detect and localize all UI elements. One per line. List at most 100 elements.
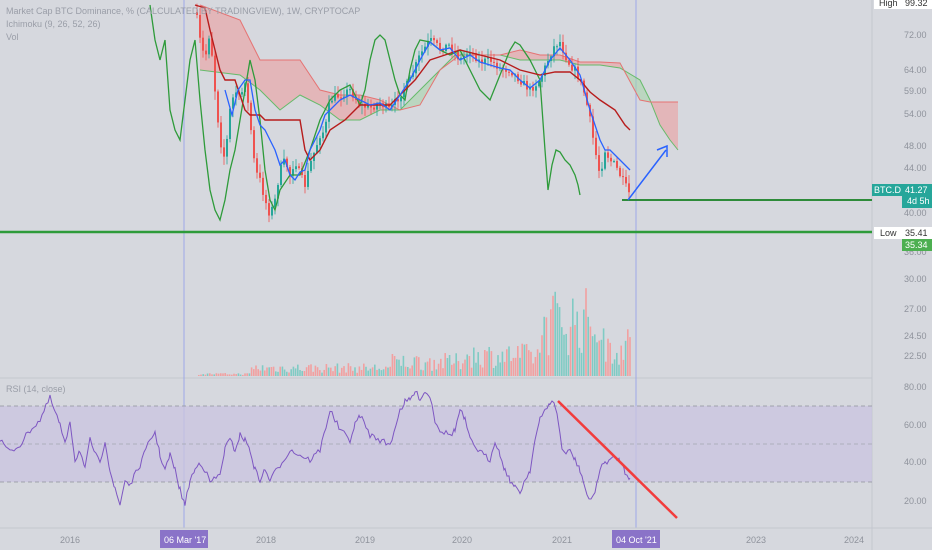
volume-bar (510, 361, 512, 376)
volume-bar (591, 336, 594, 376)
candle-body (247, 83, 249, 103)
candle-body (256, 158, 258, 173)
volume-bar (609, 342, 611, 376)
x-tick-2023: 2023 (746, 535, 766, 545)
projection-arrow-line (627, 149, 667, 201)
volume-bar (429, 358, 431, 376)
base-line (194, 4, 631, 162)
volume-bar (338, 372, 341, 376)
volume-bar (336, 363, 339, 376)
volume-bar (400, 365, 402, 376)
volume-bar (468, 356, 471, 376)
price-tick-label: 36.00 (904, 247, 927, 257)
candle-body (223, 147, 225, 157)
volume-bar (380, 370, 383, 376)
volume-bar (286, 371, 288, 376)
candle-body (466, 54, 468, 56)
candle-body (259, 172, 261, 178)
volume-bar (435, 369, 438, 376)
candle-body (364, 104, 366, 108)
low-value2: 35.34 (905, 240, 928, 250)
candle-body (400, 97, 402, 102)
legend-rsi[interactable]: RSI (14, close) (6, 384, 66, 394)
volume-bar (444, 353, 446, 376)
candle-body (331, 100, 333, 103)
volume-bar (616, 352, 618, 376)
date-label-mar17: 06 Mar '17 (164, 535, 206, 545)
volume-bar (352, 370, 354, 376)
volume-tick-label: 24.50 (904, 331, 927, 341)
volume-bar (354, 367, 356, 376)
volume-bar (594, 334, 596, 376)
volume-bar (283, 369, 286, 376)
volume-bar (312, 371, 314, 376)
volume-bar (303, 371, 306, 376)
volume-bar (499, 362, 501, 376)
volume-bar (226, 374, 229, 376)
volume-bar (356, 372, 358, 376)
candle-body (628, 183, 630, 193)
volume-bar (255, 365, 257, 376)
candle-body (622, 176, 624, 178)
volume-bar (248, 373, 251, 376)
legend-title[interactable]: Market Cap BTC Dominance, % (CALCULATED … (6, 6, 360, 16)
candle-body (559, 42, 561, 47)
volume-bar (202, 374, 204, 376)
volume-bar (332, 371, 334, 376)
volume-bar (528, 350, 530, 376)
legend-vol[interactable]: Vol (6, 32, 19, 42)
volume-bar (605, 361, 607, 376)
volume-bar (629, 337, 631, 376)
volume-bar (488, 346, 490, 376)
volume-bar (624, 340, 627, 376)
candle-body (532, 87, 534, 91)
x-tick-2018: 2018 (256, 535, 276, 545)
volume-bar (393, 356, 396, 376)
volume-bar (279, 366, 281, 376)
candle-body (478, 59, 480, 62)
volume-bar (327, 367, 330, 376)
candle-body (565, 52, 567, 61)
volume-bar (266, 367, 268, 376)
candle-body (448, 44, 450, 46)
candle-body (295, 166, 297, 170)
candle-body (403, 89, 405, 98)
candle-body (604, 152, 606, 169)
high-label: High (879, 0, 898, 8)
volume-bar (360, 369, 363, 376)
legend-ichimoku[interactable]: Ichimoku (9, 26, 52, 26) (6, 19, 101, 29)
volume-bar (330, 367, 332, 376)
volume-bar (244, 373, 246, 376)
volume-bar (508, 346, 510, 376)
price-tick-label: 64.00 (904, 65, 927, 75)
volume-bar (602, 328, 605, 376)
volume-bar (539, 352, 541, 376)
conversion-line (224, 41, 631, 182)
candle-body (439, 42, 441, 50)
volume-bar (228, 374, 231, 376)
volume-bar (215, 373, 218, 376)
volume-bar (442, 368, 444, 376)
volume-bar (580, 352, 583, 376)
candle-body (487, 57, 489, 59)
low-value2-badge (902, 239, 932, 251)
volume-bar (554, 291, 556, 376)
volume-bar (347, 363, 350, 376)
rsi-line (0, 390, 631, 506)
volume-bar (486, 351, 488, 376)
candle-body (496, 62, 498, 69)
volume-bar (268, 367, 270, 376)
volume-bar (532, 363, 534, 376)
candle-body (535, 86, 537, 91)
volume-bar (294, 368, 297, 376)
candle-body (196, 12, 198, 16)
volume-bar (481, 367, 484, 376)
volume-bar (611, 363, 614, 376)
volume-bar (319, 370, 321, 376)
volume-bar (220, 373, 222, 376)
cloud-segment (600, 62, 620, 68)
volume-bar (578, 347, 581, 376)
volume-bar (574, 324, 576, 376)
volume-bar (308, 365, 310, 376)
volume-bar (321, 372, 323, 376)
